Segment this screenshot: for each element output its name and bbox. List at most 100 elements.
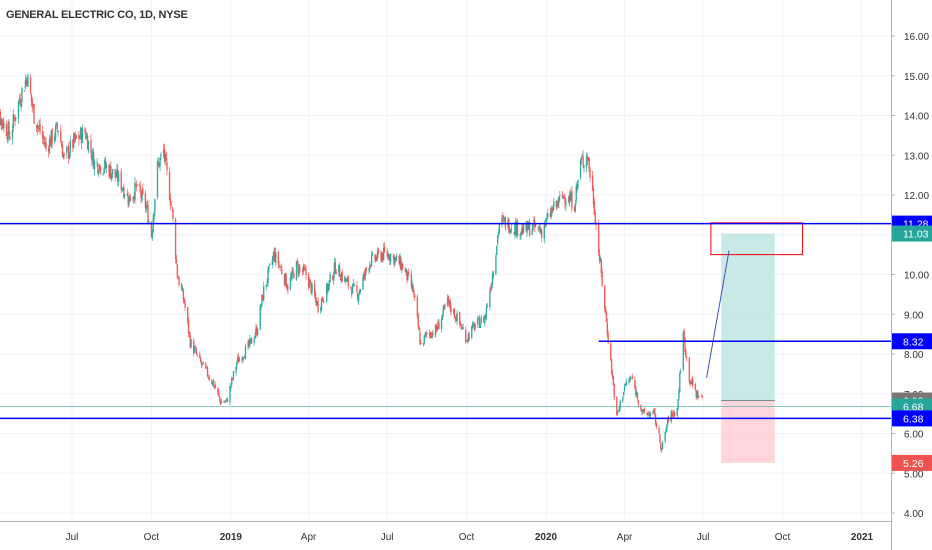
candle-body — [146, 204, 148, 207]
candle-body — [321, 297, 324, 301]
candle-body — [539, 227, 541, 232]
candle-body — [547, 213, 549, 217]
candle-body — [685, 350, 687, 358]
candle-body — [50, 130, 52, 146]
candle-body — [211, 380, 213, 385]
candle-body — [6, 136, 8, 140]
price-tick-label: 9.00 — [904, 310, 924, 321]
candle-body — [36, 125, 39, 130]
candle-body — [62, 154, 65, 159]
candle-body — [23, 90, 26, 92]
candle-body — [408, 272, 410, 275]
candle-body — [99, 166, 102, 173]
candle-body — [438, 322, 440, 329]
candle-body — [67, 146, 70, 158]
candle-body — [395, 257, 397, 259]
candle-body — [648, 412, 650, 414]
candle-body — [617, 410, 620, 412]
candle-body — [526, 221, 528, 234]
candle-body — [363, 273, 365, 279]
candle-body — [133, 196, 135, 199]
candle-body — [136, 183, 138, 187]
candle-body — [658, 427, 660, 434]
candle-body — [376, 257, 378, 260]
candle-body — [575, 186, 577, 202]
candle-body — [253, 339, 255, 343]
candle-body — [454, 317, 457, 319]
candle-body — [528, 222, 531, 236]
candle-body — [293, 273, 295, 279]
candle-body — [129, 194, 131, 202]
candle-body — [0, 112, 2, 125]
candle-body — [9, 136, 11, 140]
candle-body — [435, 324, 438, 331]
candle-body — [87, 140, 90, 152]
candle-body — [178, 277, 180, 286]
candle-body — [698, 395, 700, 398]
candle-body — [515, 220, 518, 236]
time-tick-label: Oct — [459, 532, 475, 543]
candle-body — [546, 217, 548, 219]
candle-body — [333, 262, 336, 275]
candle-body — [248, 340, 250, 346]
candle-body — [552, 209, 554, 212]
candle-body — [31, 99, 33, 107]
candle-body — [631, 376, 634, 379]
candle-body — [108, 165, 110, 177]
candle-body — [414, 294, 416, 298]
candle-body — [694, 384, 697, 391]
candle-body — [558, 196, 560, 204]
candle-body — [673, 412, 676, 417]
candle-body — [231, 378, 234, 380]
candle-body — [338, 266, 341, 278]
candle-body — [489, 290, 491, 308]
candle-body — [380, 252, 382, 261]
candle-body — [18, 99, 21, 101]
candle-body — [26, 79, 28, 85]
candle-body — [188, 331, 191, 335]
candle-body — [242, 357, 244, 360]
price-label: 8.32 — [903, 336, 924, 348]
candle-body — [581, 157, 583, 158]
candle-body — [223, 401, 225, 403]
candle-body — [186, 307, 189, 322]
candle-body — [386, 251, 388, 257]
candle-body — [177, 278, 179, 280]
candle-body — [15, 117, 17, 119]
candle-body — [370, 255, 373, 266]
candle-body — [69, 140, 71, 154]
candle-body — [241, 358, 243, 361]
target-zone — [721, 233, 775, 401]
candle-body — [569, 193, 571, 201]
candle-body — [207, 377, 210, 379]
candle-body — [515, 222, 517, 235]
candle-body — [437, 321, 439, 330]
candle-body — [502, 216, 504, 218]
candle-body — [611, 373, 614, 377]
candle-body — [274, 251, 276, 262]
candle-body — [431, 331, 433, 338]
candle-body — [334, 262, 337, 274]
candle-body — [473, 323, 476, 330]
price-label-bg — [892, 410, 932, 427]
candle-body — [660, 448, 663, 451]
candle-body — [534, 224, 537, 227]
candle-body — [700, 394, 703, 396]
candle-body — [585, 156, 588, 168]
candle-body — [335, 272, 337, 274]
candle-body — [91, 155, 93, 161]
candle-body — [595, 224, 597, 226]
candle-body — [79, 128, 82, 139]
candle-body — [504, 216, 507, 229]
candle-body — [525, 223, 527, 232]
candle-body — [571, 191, 573, 209]
candle-body — [340, 273, 343, 282]
candle-body — [139, 185, 141, 192]
candle-body — [262, 286, 265, 301]
candle-body — [597, 223, 600, 253]
candle-body — [339, 278, 342, 281]
candle-body — [180, 283, 183, 290]
chart-title: GENERAL ELECTRIC CO, 1D, NYSE — [6, 9, 188, 21]
candle-body — [279, 267, 281, 269]
